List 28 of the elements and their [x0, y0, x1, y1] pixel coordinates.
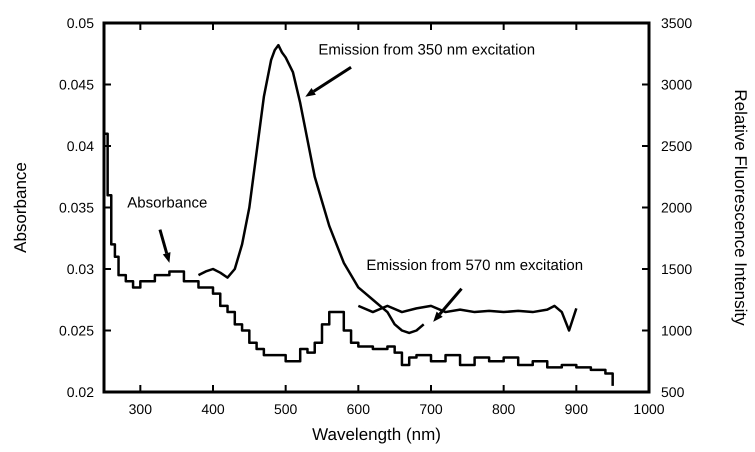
- y-axis-title: Absorbance: [11, 162, 30, 253]
- x-tick-label: 600: [346, 401, 370, 417]
- y-tick-label: 0.05: [66, 15, 94, 31]
- y-tick-label: 0.045: [58, 76, 94, 92]
- x-tick-label: 400: [201, 401, 225, 417]
- y-tick-label: 0.04: [66, 138, 94, 154]
- x-tick-label: 700: [419, 401, 443, 417]
- y2-tick-label: 500: [661, 384, 685, 400]
- y-tick-label: 0.02: [66, 384, 94, 400]
- x-tick-label: 300: [128, 401, 152, 417]
- x-axis-title: Wavelength (nm): [312, 425, 441, 444]
- x-tick-label: 500: [274, 401, 298, 417]
- y2-tick-label: 3000: [661, 76, 692, 92]
- y-tick-label: 0.025: [58, 322, 94, 338]
- legend-label: Emission from 350 nm excitation: [318, 41, 536, 58]
- y2-tick-label: 2000: [661, 200, 692, 216]
- y2-tick-label: 3500: [661, 15, 692, 31]
- text: Emission from 570 nm excitation: [366, 257, 584, 274]
- y2-tick-label: 1500: [661, 261, 692, 277]
- x-tick-label: 900: [564, 401, 588, 417]
- x-tick-label: 1000: [633, 401, 665, 417]
- series-label: Absorbance: [127, 194, 208, 212]
- y2-tick-label: 2500: [661, 138, 692, 154]
- y2-tick-label: 1000: [661, 322, 692, 338]
- y-tick-label: 0.03: [66, 261, 94, 277]
- y-tick-label: 0.035: [58, 200, 94, 216]
- x-tick-label: 800: [492, 401, 516, 417]
- y2-axis-title: Relative Fluorescence Intensity: [731, 89, 750, 326]
